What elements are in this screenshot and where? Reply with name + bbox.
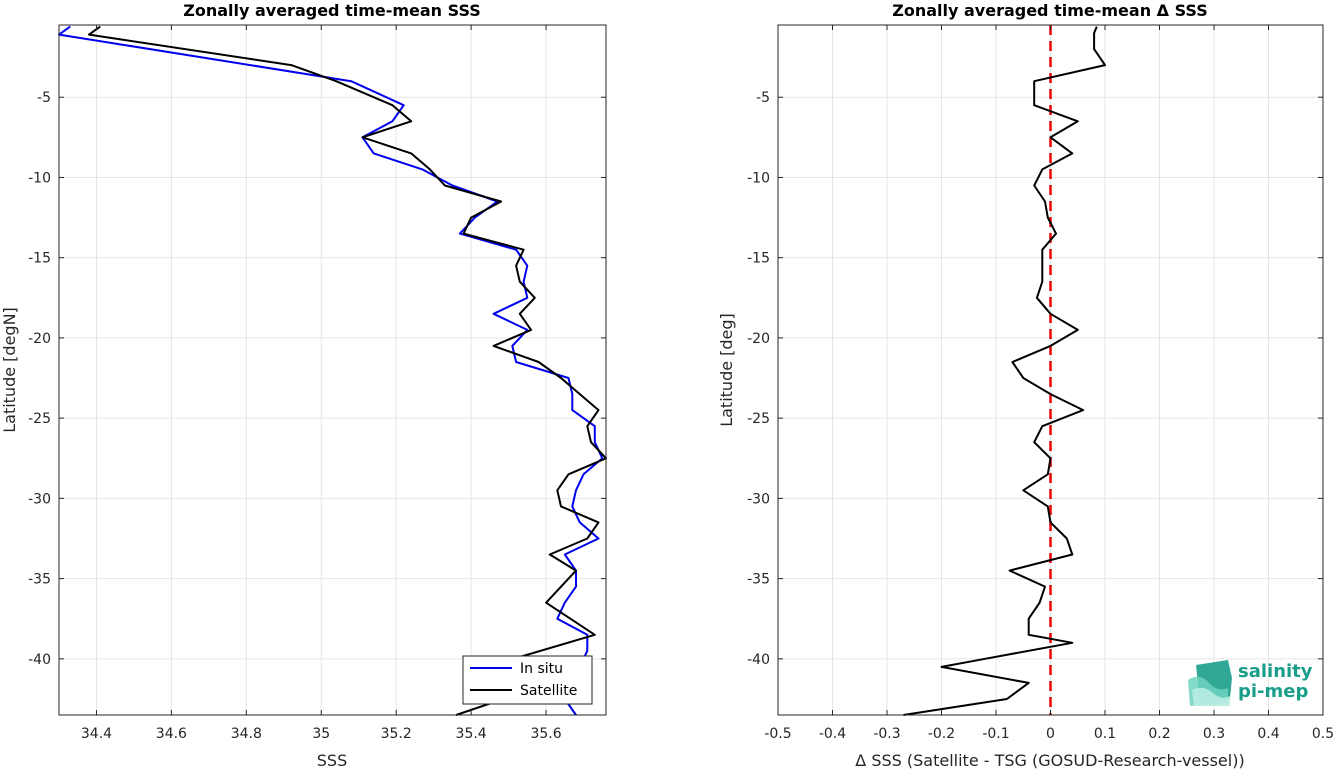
x-tick-label: 0.1 (1094, 726, 1116, 742)
right-y-ticks: -5 -10 -15 -20 -25 -30 -35 -40 (747, 90, 1323, 668)
delta-sss-panel: Zonally averaged time-mean Δ SSS -0.5 -0.… (717, 1, 1334, 769)
left-y-ticks: -5 -10 -15 -20 -25 -30 -35 -40 (28, 90, 606, 668)
y-tick-label: -35 (28, 572, 51, 588)
logo-wave-icon (1188, 660, 1232, 706)
y-tick-label: -40 (28, 652, 51, 668)
x-tick-label: -0.4 (819, 726, 846, 742)
y-tick-label: -30 (28, 491, 51, 507)
y-tick-label: -40 (747, 652, 770, 668)
right-x-axis-label: Δ SSS (Satellite - TSG (GOSUD-Research-v… (855, 751, 1244, 769)
x-tick-label: 35 (312, 726, 330, 742)
x-tick-label: -0.2 (928, 726, 955, 742)
left-chart-title: Zonally averaged time-mean SSS (183, 1, 481, 20)
x-tick-label: 0.4 (1257, 726, 1279, 742)
x-tick-label: 0 (1046, 726, 1055, 742)
sss-profile-panel: Zonally averaged time-mean SSS 34.4 34.6 3… (0, 1, 607, 769)
y-tick-label: -30 (747, 491, 770, 507)
x-tick-label: 0.5 (1312, 726, 1334, 742)
x-tick-label: 35.2 (381, 726, 412, 742)
x-tick-label: 0.3 (1203, 726, 1225, 742)
x-tick-label: 35.4 (456, 726, 487, 742)
y-tick-label: -15 (747, 251, 770, 267)
series-line-series-0 (903, 26, 1106, 716)
x-tick-label: 0.2 (1148, 726, 1170, 742)
y-tick-label: -35 (747, 572, 770, 588)
legend-box (462, 655, 593, 705)
y-tick-label: -15 (28, 251, 51, 267)
x-tick-label: -0.5 (764, 726, 791, 742)
y-tick-label: -10 (28, 170, 51, 186)
x-tick-label: 34.8 (231, 726, 262, 742)
y-tick-label: -20 (747, 331, 770, 347)
series-line-in-situ (58, 25, 604, 716)
x-tick-label: 35.6 (530, 726, 561, 742)
legend-label-in-situ: In situ (520, 661, 563, 677)
legend-label-satellite: Satellite (520, 683, 577, 699)
y-tick-label: -25 (28, 411, 51, 427)
right-y-axis-label: Latitude [deg] (717, 313, 736, 427)
x-tick-label: -0.3 (873, 726, 900, 742)
left-x-axis-label: SSS (317, 751, 347, 769)
x-tick-label: 34.6 (156, 726, 187, 742)
logo-text-pi-mep: pi-mep (1238, 681, 1308, 702)
series-line-satellite (88, 25, 607, 716)
right-x-ticks: -0.5 -0.4 -0.3 -0.2 -0.1 0 0.1 0.2 0.3 0.4 0.5 (764, 25, 1334, 742)
y-tick-label: -10 (747, 170, 770, 186)
right-chart-title: Zonally averaged time-mean Δ SSS (892, 1, 1208, 20)
left-plot-area (58, 25, 607, 716)
left-axes-box (58, 24, 607, 716)
y-tick-label: -25 (747, 411, 770, 427)
x-tick-label: -0.1 (982, 726, 1009, 742)
left-x-ticks: 34.4 34.6 34.8 35 35.2 35.4 35.6 (81, 25, 562, 742)
y-tick-label: -5 (756, 90, 770, 106)
left-y-axis-label: Latitude [degN] (0, 307, 19, 433)
y-tick-label: -20 (28, 331, 51, 347)
right-plot-area (903, 25, 1106, 716)
logo-text-salinity: salinity (1238, 661, 1313, 682)
y-tick-label: -5 (37, 90, 51, 106)
x-tick-label: 34.4 (81, 726, 112, 742)
legend: In situ Satellite (462, 655, 593, 705)
left-grid (59, 25, 606, 715)
salinity-pi-mep-logo: salinity pi-mep (1188, 660, 1313, 706)
